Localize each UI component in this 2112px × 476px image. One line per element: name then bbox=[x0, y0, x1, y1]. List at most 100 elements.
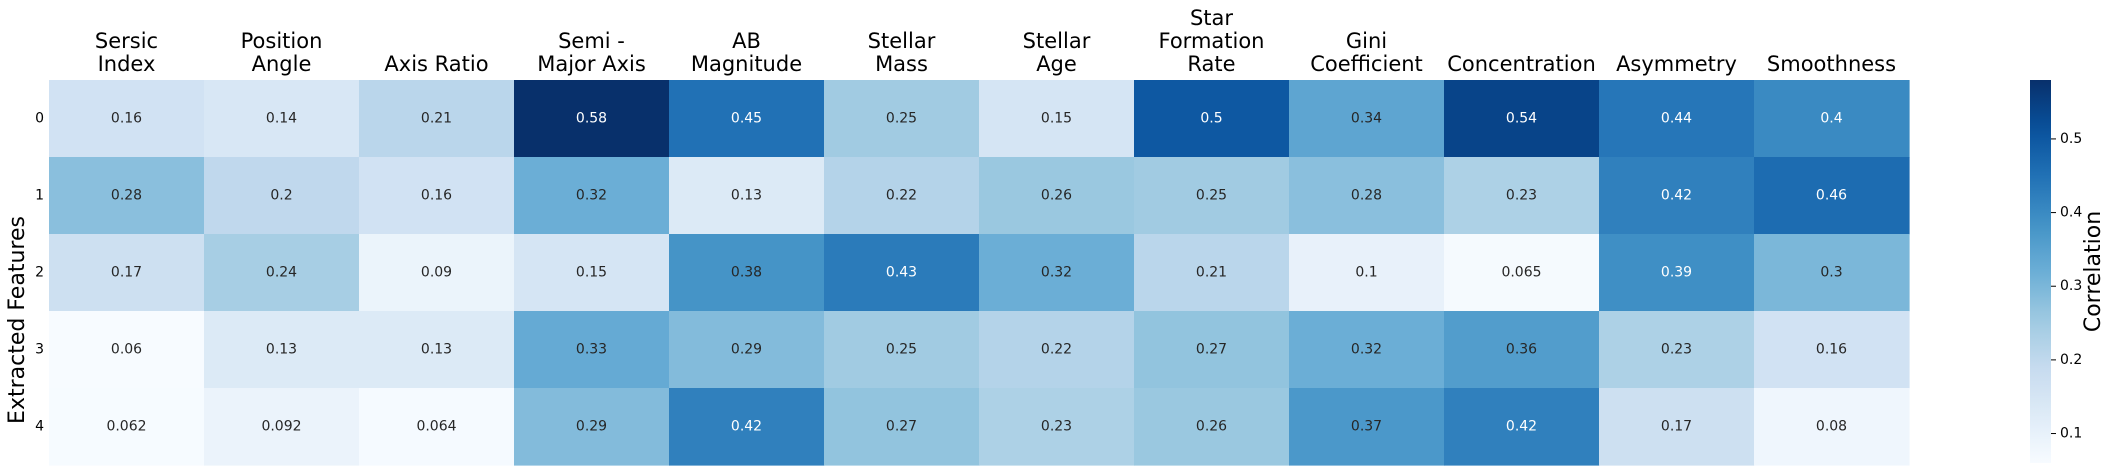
cell-value-label: 0.38 bbox=[731, 265, 762, 281]
cell-value-label: 0.33 bbox=[576, 342, 607, 358]
column-label: Semi -Major Axis bbox=[537, 29, 646, 76]
heatmap-cell bbox=[1134, 388, 1290, 466]
column-label: Smoothness bbox=[1767, 52, 1896, 76]
cell-value-label: 0.23 bbox=[1041, 419, 1072, 435]
heatmap-cell bbox=[1754, 311, 1910, 389]
heatmap-cell bbox=[514, 80, 670, 158]
column-label: Asymmetry bbox=[1616, 52, 1737, 76]
heatmap-cell bbox=[1444, 80, 1600, 158]
colorbar-gradient bbox=[2030, 80, 2051, 463]
cell-value-label: 0.37 bbox=[1351, 419, 1382, 435]
colorbar-tick-label: 0.3 bbox=[2060, 278, 2082, 294]
column-label: Star Formation Rate bbox=[1159, 6, 1265, 76]
cell-value-label: 0.065 bbox=[1501, 265, 1541, 281]
cell-value-label: 0.58 bbox=[576, 111, 607, 127]
column-label: Stellar Age bbox=[1023, 29, 1091, 76]
cell-value-label: 0.26 bbox=[1041, 188, 1072, 204]
colorbar-tick-label: 0.2 bbox=[2060, 352, 2082, 368]
cell-value-label: 0.32 bbox=[1041, 265, 1072, 281]
cell-value-label: 0.16 bbox=[421, 188, 452, 204]
heatmap-cell bbox=[979, 311, 1135, 389]
row-label: 0 bbox=[35, 111, 44, 127]
heatmap-cell bbox=[1599, 157, 1755, 235]
cell-value-label: 0.09 bbox=[421, 265, 452, 281]
cell-value-label: 0.44 bbox=[1661, 111, 1692, 127]
cell-value-label: 0.24 bbox=[266, 265, 297, 281]
colorbar-tick-label: 0.4 bbox=[2060, 205, 2082, 221]
cell-value-label: 0.25 bbox=[886, 111, 917, 127]
cell-value-label: 0.23 bbox=[1661, 342, 1692, 358]
heatmap-cell bbox=[979, 234, 1135, 312]
cell-value-label: 0.3 bbox=[1820, 265, 1842, 281]
cell-value-label: 0.16 bbox=[1816, 342, 1847, 358]
heatmap-cell bbox=[49, 157, 205, 235]
heatmap-cell bbox=[824, 388, 980, 466]
heatmap-cell bbox=[1134, 311, 1290, 389]
heatmap-cell bbox=[514, 311, 670, 389]
row-label: 1 bbox=[35, 188, 44, 204]
cell-value-label: 0.06 bbox=[111, 342, 142, 358]
heatmap-cell bbox=[1754, 80, 1910, 158]
heatmap-cell bbox=[514, 234, 670, 312]
heatmap-cell bbox=[669, 157, 825, 235]
cell-value-label: 0.42 bbox=[1506, 419, 1537, 435]
cell-value-label: 0.32 bbox=[576, 188, 607, 204]
heatmap-cell bbox=[1444, 157, 1600, 235]
column-label: Axis Ratio bbox=[384, 52, 488, 76]
cell-value-label: 0.21 bbox=[1196, 265, 1227, 281]
colorbar: 0.1 0.2 0.3 0.4 0.5 Correlation bbox=[2030, 80, 2106, 463]
heatmap-cell bbox=[1599, 311, 1755, 389]
heatmap-cell bbox=[979, 388, 1135, 466]
cell-value-label: 0.36 bbox=[1506, 342, 1537, 358]
heatmap-cell bbox=[49, 234, 205, 312]
heatmap-cell bbox=[1134, 80, 1290, 158]
colorbar-tick-label: 0.1 bbox=[2060, 426, 2082, 442]
heatmap-cell bbox=[359, 157, 515, 235]
cell-value-label: 0.062 bbox=[106, 419, 146, 435]
cell-value-label: 0.42 bbox=[731, 419, 762, 435]
heatmap-cell bbox=[359, 388, 515, 466]
cell-value-label: 0.39 bbox=[1661, 265, 1692, 281]
row-labels: 0 1 2 3 4 bbox=[35, 111, 44, 435]
cell-value-label: 0.45 bbox=[731, 111, 762, 127]
cell-value-label: 0.32 bbox=[1351, 342, 1382, 358]
heatmap-cell bbox=[669, 388, 825, 466]
cell-value-label: 0.46 bbox=[1816, 188, 1847, 204]
heatmap-cell bbox=[204, 234, 360, 312]
heatmap-cell bbox=[1444, 234, 1600, 312]
heatmap-cell bbox=[49, 388, 205, 466]
heatmap-cell bbox=[1754, 234, 1910, 312]
cell-value-label: 0.27 bbox=[1196, 342, 1227, 358]
cell-value-label: 0.17 bbox=[111, 265, 142, 281]
heatmap-cell bbox=[1289, 234, 1445, 312]
cell-value-label: 0.26 bbox=[1196, 419, 1227, 435]
heatmap-cell bbox=[1134, 157, 1290, 235]
cell-value-label: 0.5 bbox=[1200, 111, 1222, 127]
cell-value-label: 0.22 bbox=[886, 188, 917, 204]
heatmap-cell bbox=[359, 80, 515, 158]
heatmap-cell bbox=[669, 234, 825, 312]
heatmap-cell bbox=[979, 80, 1135, 158]
heatmap-cell bbox=[1444, 388, 1600, 466]
row-label: 2 bbox=[35, 265, 44, 281]
cell-value-label: 0.2 bbox=[270, 188, 292, 204]
colorbar-title: Correlation bbox=[2081, 211, 2106, 332]
heatmap-cell bbox=[359, 234, 515, 312]
heatmap-cell bbox=[204, 80, 360, 158]
heatmap-cell bbox=[1754, 157, 1910, 235]
heatmap-cell bbox=[359, 311, 515, 389]
row-label: 4 bbox=[35, 419, 44, 435]
heatmap-cell bbox=[204, 311, 360, 389]
cell-value-label: 0.42 bbox=[1661, 188, 1692, 204]
cell-value-label: 0.064 bbox=[416, 419, 456, 435]
y-axis-title: Extracted Features bbox=[5, 216, 30, 424]
column-label: Position Angle bbox=[241, 29, 323, 76]
cell-value-label: 0.54 bbox=[1506, 111, 1537, 127]
heatmap-cell bbox=[514, 157, 670, 235]
cell-value-label: 0.29 bbox=[576, 419, 607, 435]
cell-value-label: 0.16 bbox=[111, 111, 142, 127]
heatmap-cell bbox=[1754, 388, 1910, 466]
heatmap-cell bbox=[1289, 80, 1445, 158]
heatmap-cell bbox=[669, 311, 825, 389]
